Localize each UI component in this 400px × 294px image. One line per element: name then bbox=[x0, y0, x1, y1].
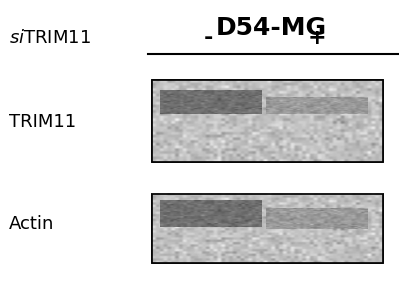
Text: +: + bbox=[308, 28, 326, 48]
FancyBboxPatch shape bbox=[152, 80, 383, 162]
Text: Actin: Actin bbox=[9, 215, 55, 233]
Text: D54-MG: D54-MG bbox=[216, 16, 327, 40]
FancyBboxPatch shape bbox=[152, 193, 383, 263]
Text: -: - bbox=[203, 28, 213, 48]
Text: TRIM11: TRIM11 bbox=[9, 113, 76, 131]
Text: $\it{si}$TRIM11: $\it{si}$TRIM11 bbox=[9, 29, 91, 47]
